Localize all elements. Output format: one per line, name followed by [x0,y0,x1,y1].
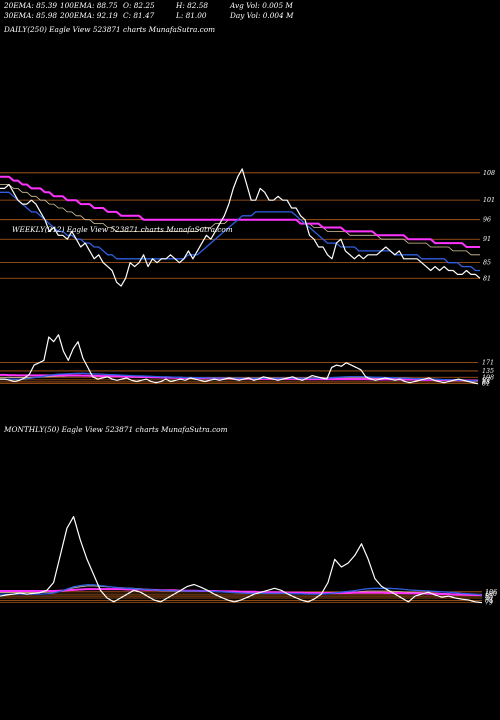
daily-chart: 108 101 96 91 85 81 [0,168,495,287]
weekly-level-label-97: 97 [482,377,490,384]
weekly-price-line [0,334,479,385]
close-value: C: 81.47 [123,10,155,20]
monthly-level-label-106: 106 [485,589,497,596]
weekly-level-label-81: 81 [482,381,490,388]
daily-panel-label: DAILY(250) Eagle View 523871 charts Muna… [4,25,216,34]
monthly-ema-slow-line [0,588,483,597]
weekly-panel-label: WEEKLY(212) Eagle View 523871 charts Mun… [12,225,233,234]
weekly-level-label-135: 135 [482,368,494,375]
daily-ema-slow-line [0,175,480,248]
daily-level-label-96: 96 [483,217,491,224]
day-vol-value: Day Vol: 0.004 M [230,10,294,20]
ema100-value: 100EMA: 88.75 [60,1,118,10]
ema30-value: 30EMA: 85.98 [4,10,58,20]
daily-level-label-81: 81 [483,275,491,282]
ema200-value: 200EMA: 92.19 [60,10,118,20]
low-value: L: 81.00 [176,10,207,20]
open-value: O: 82.25 [123,1,155,10]
daily-level-label-108: 108 [483,170,495,177]
high-value: H: 82.58 [176,1,209,10]
monthly-level-label-95: 95 [485,593,493,600]
daily-level-label-101: 101 [483,197,495,204]
daily-level-label-85: 85 [483,260,491,267]
monthly-panel-label: MONTHLY(50) Eagle View 523871 charts Mun… [4,425,228,434]
monthly-level-label-79: 79 [485,599,493,606]
monthly-level-label-100: 100 [485,591,497,598]
monthly-ema-fast-line [0,584,483,596]
weekly-level-label-88: 88 [482,379,490,386]
daily-price-line [0,168,481,287]
monthly-price-line [0,516,483,604]
avg-vol-value: Avg Vol: 0.005 M [230,1,293,10]
weekly-ema-fast-line [0,372,479,382]
monthly-level-label-84: 84 [485,597,493,604]
weekly-level-label-171: 171 [482,360,494,367]
monthly-level-label-90: 90 [485,595,493,602]
ema20-value: 20EMA: 85.39 [4,1,58,10]
daily-level-label-91: 91 [483,236,491,243]
daily-ema-fast-line [0,191,480,272]
weekly-level-label-108: 108 [482,374,494,381]
